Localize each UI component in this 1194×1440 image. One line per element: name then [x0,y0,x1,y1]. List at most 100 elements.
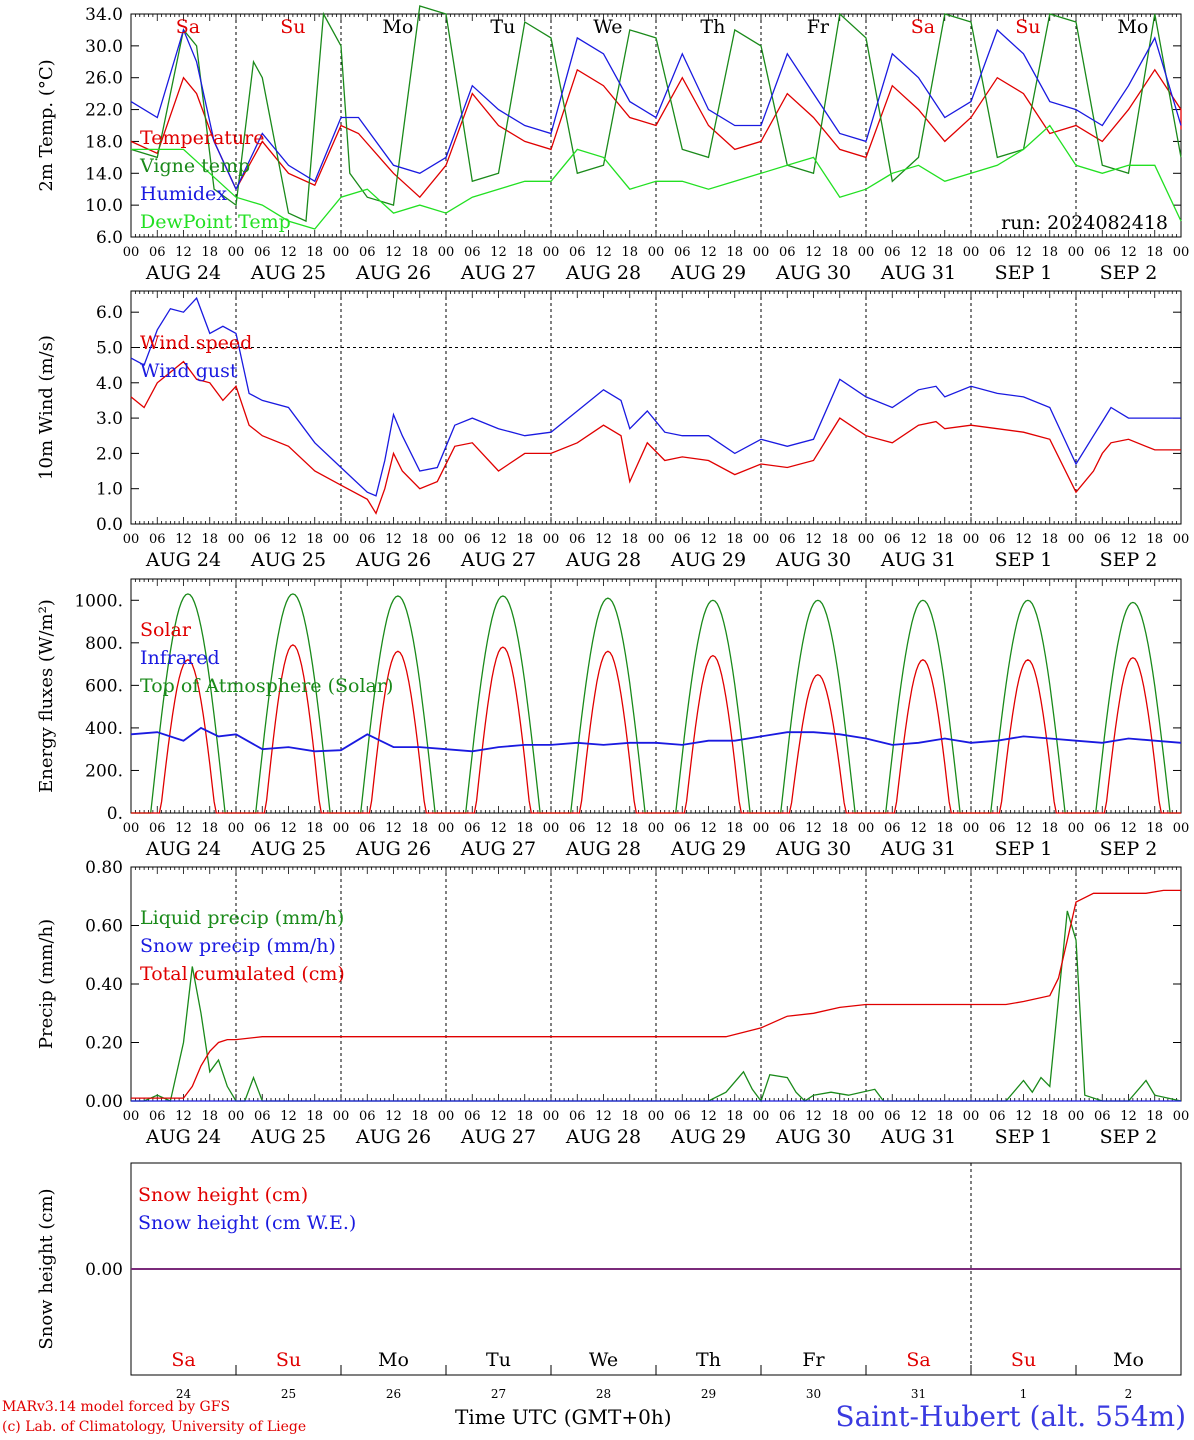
legend-entry: Top of Atmosphere (Solar) [140,675,393,697]
hour-tick-label: 12 [595,245,612,260]
y-tick-label: 0. [107,804,123,824]
y-tick-label: 1.0 [96,480,123,500]
y-tick-label: 0.20 [85,1034,123,1054]
model-credit: MARv3.14 model forced by GFS [2,1399,231,1415]
series-line-liquid-precip-mm-h- [131,910,1182,1103]
date-label: AUG 28 [565,838,641,860]
hour-tick-label: 18 [411,1109,428,1124]
hour-tick-label: 06 [149,245,166,260]
date-label: AUG 28 [565,1126,641,1148]
y-tick-label: 6.0 [96,228,123,248]
day-name-top: Su [280,16,305,38]
hour-tick-label: 00 [1068,532,1085,547]
series-line-vigne-temp [130,5,1182,223]
hour-tick-label: 18 [621,245,638,260]
hour-tick-label: 18 [831,821,848,836]
hour-tick-label: 00 [438,821,455,836]
station-title: Saint-Hubert (alt. 554m) [835,1400,1186,1433]
date-label: SEP 2 [1100,549,1158,571]
hour-tick-label: 12 [175,245,192,260]
date-label: AUG 24 [145,838,221,860]
legend-entry: Temperature [140,127,264,149]
hour-tick-label: 06 [254,245,271,260]
hour-tick-label: 06 [359,532,376,547]
hour-tick-label: 12 [910,1109,927,1124]
hour-tick-label: 12 [280,245,297,260]
hour-tick-label: 12 [805,821,822,836]
legend-entry: Snow height (cm) [138,1184,308,1206]
hour-tick-label: 18 [201,245,218,260]
hour-tick-label: 18 [306,245,323,260]
hour-tick-label: 00 [438,245,455,260]
hour-tick-label: 00 [123,1109,140,1124]
hour-tick-label: 12 [805,532,822,547]
hour-tick-label: 00 [543,532,560,547]
hour-tick-label: 00 [753,821,770,836]
hour-tick-label: 18 [1041,821,1058,836]
hour-tick-label: 12 [595,532,612,547]
hour-tick-label: 06 [989,532,1006,547]
hour-tick-label: 12 [175,821,192,836]
hour-tick-label: 18 [621,532,638,547]
legend-entry: Wind gust [140,360,238,382]
hour-tick-label: 00 [963,821,980,836]
hour-tick-label: 06 [359,1109,376,1124]
hour-tick-label: 18 [831,245,848,260]
hour-tick-label: 18 [621,1109,638,1124]
hour-tick-label: 06 [674,532,691,547]
hour-tick-label: 18 [726,1109,743,1124]
hour-tick-label: 12 [1120,532,1137,547]
hour-tick-label: 18 [516,532,533,547]
hour-tick-label: 06 [779,245,796,260]
hour-tick-label: 12 [805,1109,822,1124]
hour-tick-label: 18 [726,532,743,547]
series-line-total-cumulated-cm- [131,889,1181,1099]
hour-tick-label: 12 [280,821,297,836]
hour-tick-label: 00 [1068,1109,1085,1124]
hour-tick-label: 00 [438,1109,455,1124]
day-name-bottom: Tu [486,1349,511,1371]
hour-tick-label: 18 [306,821,323,836]
date-label: AUG 30 [775,1126,851,1148]
hour-tick-label: 06 [884,245,901,260]
y-tick-label: 400. [85,719,123,739]
day-name-bottom: Sa [171,1349,195,1371]
day-name-bottom: Sa [906,1349,930,1371]
hour-tick-label: 00 [543,1109,560,1124]
day-name-top: Th [700,16,725,38]
hour-tick-label: 00 [123,245,140,260]
hour-tick-label: 18 [831,532,848,547]
hour-tick-label: 18 [411,245,428,260]
legend-entry: Vigne temp [139,155,250,177]
hour-tick-label: 18 [1146,1109,1163,1124]
hour-tick-label: 18 [936,532,953,547]
hour-tick-label: 06 [884,532,901,547]
hour-tick-label: 12 [700,245,717,260]
hour-tick-label: 06 [1094,245,1111,260]
hour-tick-label: 06 [569,532,586,547]
hour-tick-label: 00 [1173,532,1190,547]
hour-tick-label: 18 [306,1109,323,1124]
hour-tick-label: 00 [228,821,245,836]
y-axis-label: 10m Wind (m/s) [36,335,57,480]
hour-tick-label: 06 [884,1109,901,1124]
y-tick-label: 14.0 [85,164,123,184]
day-number: 30 [806,1387,821,1401]
date-label: SEP 2 [1100,262,1158,284]
hour-tick-label: 06 [254,821,271,836]
hour-tick-label: 12 [910,821,927,836]
day-name-top: Su [1015,16,1040,38]
hour-tick-label: 00 [228,1109,245,1124]
date-label: AUG 24 [145,1126,221,1148]
hour-tick-label: 18 [1146,245,1163,260]
date-label: AUG 30 [775,549,851,571]
hour-tick-label: 00 [963,245,980,260]
date-label: AUG 29 [670,838,746,860]
hour-tick-label: 12 [385,245,402,260]
hour-tick-label: 00 [1068,245,1085,260]
hour-tick-label: 06 [149,532,166,547]
legend-entry: Humidex [140,183,227,205]
hour-tick-label: 18 [621,821,638,836]
date-label: AUG 26 [355,838,431,860]
day-name-bottom: Fr [802,1349,825,1371]
